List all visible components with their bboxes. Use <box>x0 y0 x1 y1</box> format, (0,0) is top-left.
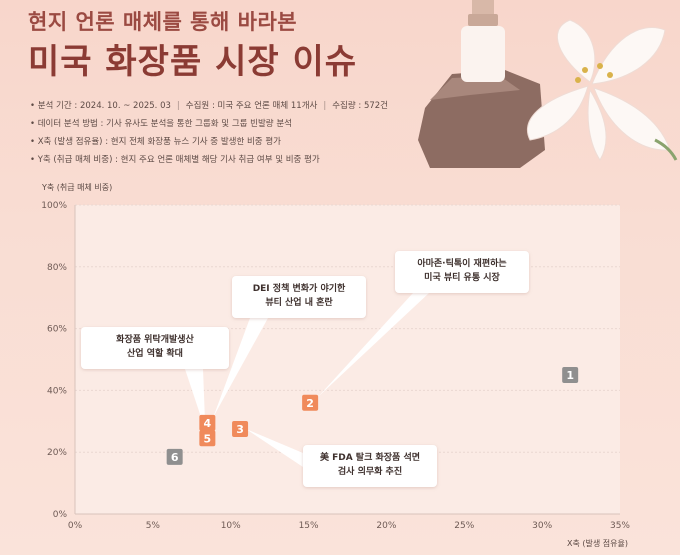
point-marker <box>199 430 216 447</box>
source-text: 수집원 : 미국 주요 언론 매체 11개사 <box>185 101 318 111</box>
y-tick-label: 0% <box>53 510 68 520</box>
page-title: 미국 화장품 시장 이슈 <box>28 42 358 82</box>
point-number-label: 1 <box>566 369 574 382</box>
callout-text-line: DEI 정책 변화가 야기한 <box>253 282 346 294</box>
point-number-label: 4 <box>204 417 212 430</box>
x-axis-label: X축 (발생 점유율) <box>567 539 628 548</box>
point-number-label: 2 <box>306 397 314 410</box>
analysis-info-list: • 분석 기간 : 2024. 10. ~ 2025. 03 | 수집원 : 미국 … <box>30 97 388 169</box>
scatter-point-5[interactable]: 5 <box>199 430 216 447</box>
callout-pointer <box>318 293 429 397</box>
point-marker <box>199 414 216 431</box>
scatter-point-6[interactable]: 6 <box>166 448 183 465</box>
x-tick-label: 20% <box>376 521 396 531</box>
x-tick-label: 15% <box>299 521 319 531</box>
y-tick-label: 60% <box>47 325 67 335</box>
callout-text-line: 화장품 위탁개발생산 <box>116 333 194 345</box>
cosmetics-illustration <box>418 0 678 168</box>
callout-text-line: 산업 역할 확대 <box>127 347 183 359</box>
callout-text-line: 미국 뷰티 유통 시장 <box>424 271 500 283</box>
bottle-cap <box>472 0 494 14</box>
x-tick-label: 25% <box>454 521 474 531</box>
callout-pointer <box>213 318 268 417</box>
info-line-method: • 데이터 분석 방법 : 기사 유사도 분석을 통한 그룹화 및 그룹 빈발량… <box>30 119 292 129</box>
y-tick-label: 80% <box>47 263 67 273</box>
callout-box <box>303 445 437 487</box>
lily-flower <box>527 19 671 161</box>
info-line-period: • 분석 기간 : 2024. 10. ~ 2025. 03 | 수집원 : 미국 … <box>30 101 388 111</box>
callout-text-line: 아마존·틱톡이 재편하는 <box>417 257 506 269</box>
period-text: • 분석 기간 : 2024. 10. ~ 2025. 03 <box>30 101 171 111</box>
x-tick-label: 30% <box>532 521 552 531</box>
callout-box <box>395 251 529 293</box>
scatter-point-3[interactable]: 3 <box>232 421 249 438</box>
x-tick-label: 10% <box>221 521 241 531</box>
point-marker <box>232 421 249 438</box>
callout-text-line: 뷰티 산업 내 혼란 <box>265 296 333 308</box>
count-text: 수집량 : 572건 <box>332 101 388 111</box>
bottle-body <box>461 26 505 82</box>
x-tick-label: 35% <box>610 521 630 531</box>
point-number-label: 5 <box>204 432 212 445</box>
callout-box <box>232 276 366 318</box>
y-axis-label: Y축 (취급 매체 비중) <box>42 183 113 192</box>
callout-text-line: 검사 의무화 추진 <box>338 465 402 477</box>
info-line-x-definition: • X축 (발생 점유율) : 현지 전체 화장품 뉴스 기사 중 발생한 비중… <box>30 137 281 147</box>
y-tick-label: 40% <box>47 386 67 396</box>
point-number-label: 3 <box>236 423 244 436</box>
callout-pointer <box>185 369 206 431</box>
info-line-y-definition: • Y축 (취급 매체 비중) : 현지 주요 언론 매체별 해당 기사 취급 … <box>30 155 320 165</box>
point-marker <box>166 448 183 465</box>
scatter-point-4[interactable]: 4 <box>199 414 216 431</box>
point-number-label: 6 <box>171 451 179 464</box>
callout-box <box>81 327 229 369</box>
y-tick-label: 20% <box>47 448 67 458</box>
point-marker <box>302 394 319 411</box>
callout-pointer <box>246 429 303 467</box>
y-tick-label: 100% <box>41 201 67 211</box>
callout-text-line: 美 FDA 탈크 화장품 석면 <box>320 451 420 463</box>
page-subtitle: 현지 언론 매체를 통해 바라본 <box>28 10 298 34</box>
x-tick-label: 0% <box>68 521 83 531</box>
point-marker <box>562 366 579 383</box>
scatter-point-2[interactable]: 2 <box>302 394 319 411</box>
x-tick-label: 5% <box>146 521 161 531</box>
scatter-point-1[interactable]: 1 <box>562 366 579 383</box>
